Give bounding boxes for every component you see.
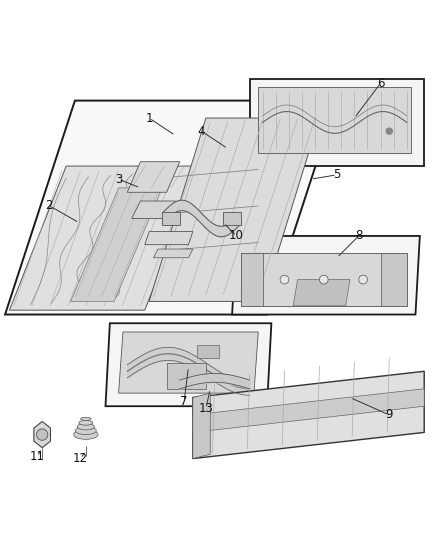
- Circle shape: [319, 275, 328, 284]
- Text: 11: 11: [29, 450, 44, 463]
- Polygon shape: [258, 87, 411, 153]
- Text: 6: 6: [377, 77, 384, 90]
- Polygon shape: [193, 372, 424, 458]
- Polygon shape: [232, 236, 420, 314]
- Polygon shape: [153, 249, 193, 258]
- Ellipse shape: [79, 421, 93, 425]
- Ellipse shape: [81, 417, 91, 421]
- Ellipse shape: [77, 424, 95, 430]
- Polygon shape: [381, 253, 407, 306]
- Circle shape: [36, 429, 48, 440]
- Polygon shape: [241, 253, 407, 306]
- Polygon shape: [119, 332, 258, 393]
- Polygon shape: [193, 393, 210, 458]
- Polygon shape: [241, 253, 263, 306]
- Text: 4: 4: [198, 125, 205, 138]
- Polygon shape: [132, 201, 175, 219]
- Polygon shape: [149, 118, 319, 302]
- Polygon shape: [197, 345, 219, 358]
- Text: 12: 12: [73, 452, 88, 465]
- Text: 9: 9: [385, 408, 393, 422]
- Polygon shape: [145, 231, 193, 245]
- Text: 5: 5: [333, 168, 341, 181]
- Ellipse shape: [74, 430, 98, 439]
- Text: 10: 10: [229, 229, 244, 243]
- Polygon shape: [5, 101, 337, 314]
- Text: 7: 7: [180, 395, 188, 408]
- Circle shape: [280, 275, 289, 284]
- Polygon shape: [10, 166, 201, 310]
- Polygon shape: [250, 79, 424, 166]
- Polygon shape: [293, 280, 350, 306]
- Polygon shape: [127, 161, 180, 192]
- Polygon shape: [34, 422, 50, 448]
- Polygon shape: [106, 323, 272, 406]
- Text: 1: 1: [145, 111, 153, 125]
- Polygon shape: [71, 188, 162, 302]
- Polygon shape: [223, 212, 241, 225]
- Polygon shape: [166, 362, 206, 389]
- Text: 13: 13: [198, 402, 213, 415]
- Text: 8: 8: [355, 229, 362, 243]
- Circle shape: [386, 128, 392, 134]
- Circle shape: [359, 275, 367, 284]
- Polygon shape: [193, 389, 424, 432]
- Text: 2: 2: [45, 199, 53, 212]
- Text: 3: 3: [115, 173, 122, 185]
- Ellipse shape: [75, 427, 96, 434]
- Polygon shape: [162, 212, 180, 225]
